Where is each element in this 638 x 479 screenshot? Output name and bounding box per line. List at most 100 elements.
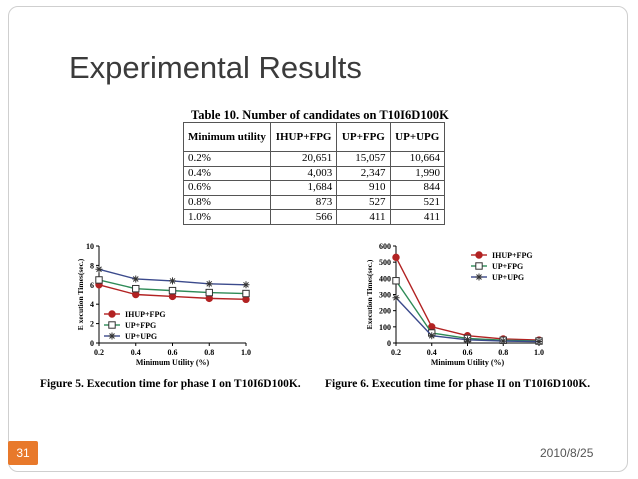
column-header-up-upg: UP+UPG: [389, 122, 445, 152]
legend-label: IHUP+FPG: [492, 251, 533, 260]
x-tick-label: 0.8: [204, 348, 214, 357]
x-tick-label: 0.6: [463, 348, 473, 357]
table-cell: 0.4%: [183, 165, 271, 182]
figure-6-caption: Figure 6. Execution time for phase II on…: [325, 378, 591, 390]
y-tick-label: 6: [90, 281, 94, 290]
y-tick-label: 0: [90, 339, 94, 348]
y-tick-label: 200: [379, 307, 391, 316]
table-cell: 521: [389, 194, 445, 211]
data-point: [95, 265, 103, 273]
table-cell: 1,990: [389, 165, 445, 182]
x-tick-label: 0.4: [131, 348, 141, 357]
x-tick-label: 1.0: [241, 348, 251, 357]
column-header-ihup-fpg: IHUP+FPG: [269, 122, 338, 152]
data-point: [205, 288, 213, 297]
table-caption: Table 10. Number of candidates on T10I6D…: [191, 108, 449, 122]
data-point: [242, 289, 250, 298]
x-tick-label: 0.2: [94, 348, 104, 357]
legend-entry: UP+UPG: [104, 332, 157, 341]
y-tick-label: 10: [86, 242, 94, 251]
series-up-fpg: [95, 276, 250, 298]
table-row: 0.2% 20,651 15,057 10,664: [183, 151, 445, 167]
column-header-minimum-utility: Minimum utility: [183, 122, 271, 152]
data-point: [132, 284, 140, 293]
data-point: [108, 321, 116, 329]
data-point: [108, 310, 116, 318]
table-cell: 411: [389, 209, 445, 225]
legend-entry: UP+FPG: [471, 262, 523, 271]
series-ihup-fpg: [95, 281, 250, 304]
legend-entry: UP+UPG: [471, 273, 524, 282]
data-point: [499, 337, 507, 345]
table-cell: 0.6%: [183, 180, 271, 196]
table-cell: 15,057: [336, 151, 391, 167]
data-point: [95, 276, 103, 284]
candidates-table: Minimum utility IHUP+FPG UP+FPG UP+UPG 0…: [183, 122, 445, 225]
data-point: [168, 286, 177, 295]
slide-number-badge: 31: [8, 441, 38, 465]
y-tick-label: 4: [90, 300, 94, 309]
x-tick-label: 0.2: [391, 348, 401, 357]
data-point: [108, 332, 116, 340]
execution-time-phase-2-chart: 0 100 200 300 400 500 600 0.2 0.4 0.6 0.8 1.0 Minimu…: [365, 242, 544, 367]
table-header-row: Minimum utility IHUP+FPG UP+FPG UP+UPG: [183, 122, 445, 152]
y-tick-label: 2: [90, 320, 94, 329]
x-axis-label: Minimum Utility (%): [431, 358, 505, 367]
table-cell: 2,347: [336, 165, 391, 182]
table-cell: 527: [336, 194, 391, 211]
data-point: [242, 281, 250, 289]
series-up-upg: [95, 265, 250, 289]
table-cell: 910: [336, 180, 391, 196]
figure-5-caption: Figure 5. Execution time for phase I on …: [40, 378, 301, 390]
table-cell: 1,684: [269, 180, 338, 196]
legend-label: IHUP+FPG: [125, 310, 166, 319]
table-row: 0.8% 873 527 521: [183, 194, 445, 211]
series-line: [395, 280, 540, 342]
legend-label: UP+UPG: [492, 273, 524, 282]
execution-time-phase-1-chart: 0 2 4 6 8 10 0.2 0.4 0.6 0.8 1.0 Minimum Utility (%…: [76, 242, 251, 367]
data-point: [392, 277, 400, 285]
data-point: [464, 336, 471, 344]
data-point: [205, 280, 213, 288]
table-cell: 0.2%: [183, 151, 271, 167]
legend-label: UP+FPG: [492, 262, 523, 271]
table-cell: 0.8%: [183, 194, 271, 211]
table-cell: 10,664: [389, 151, 445, 167]
table-cell: 1.0%: [183, 209, 271, 225]
y-axis-label: Execution Times(sec.): [365, 259, 374, 329]
slide-date: 2010/8/25: [540, 446, 594, 460]
legend-entry: UP+FPG: [104, 321, 156, 330]
table-cell: 873: [269, 194, 338, 211]
y-tick-label: 400: [379, 274, 391, 283]
legend-label: UP+FPG: [125, 321, 156, 330]
data-point: [392, 253, 400, 262]
data-point: [428, 332, 436, 340]
series-up-upg: [392, 294, 543, 346]
x-axis-label: Minimum Utility (%): [136, 358, 210, 367]
table-row: 1.0% 566 411 411: [183, 209, 445, 225]
x-tick-label: 0.6: [168, 348, 178, 357]
y-tick-label: 8: [90, 261, 94, 270]
table-row: 0.6% 1,684 910 844: [183, 180, 445, 196]
x-tick-label: 1.0: [534, 348, 544, 357]
data-point: [475, 273, 483, 281]
column-header-up-fpg: UP+FPG: [336, 122, 391, 152]
data-point: [132, 275, 140, 283]
y-tick-label: 0: [387, 339, 391, 348]
table-row: 0.4% 4,003 2,347 1,990: [183, 165, 445, 182]
x-tick-label: 0.8: [498, 348, 508, 357]
data-point: [392, 294, 400, 302]
data-point: [535, 338, 543, 346]
data-point: [475, 251, 483, 259]
data-point: [475, 262, 483, 270]
slide-title: Experimental Results: [69, 50, 362, 85]
table-cell: 20,651: [269, 151, 338, 167]
table-cell: 411: [336, 209, 391, 225]
table-cell: 844: [389, 180, 445, 196]
slide-frame: [8, 6, 628, 472]
table-cell: 4,003: [269, 165, 338, 182]
legend-entry: IHUP+FPG: [471, 251, 533, 260]
y-tick-label: 100: [379, 323, 391, 332]
y-axis-label: E xecution Times(sec.): [76, 258, 85, 330]
data-point: [169, 277, 176, 285]
